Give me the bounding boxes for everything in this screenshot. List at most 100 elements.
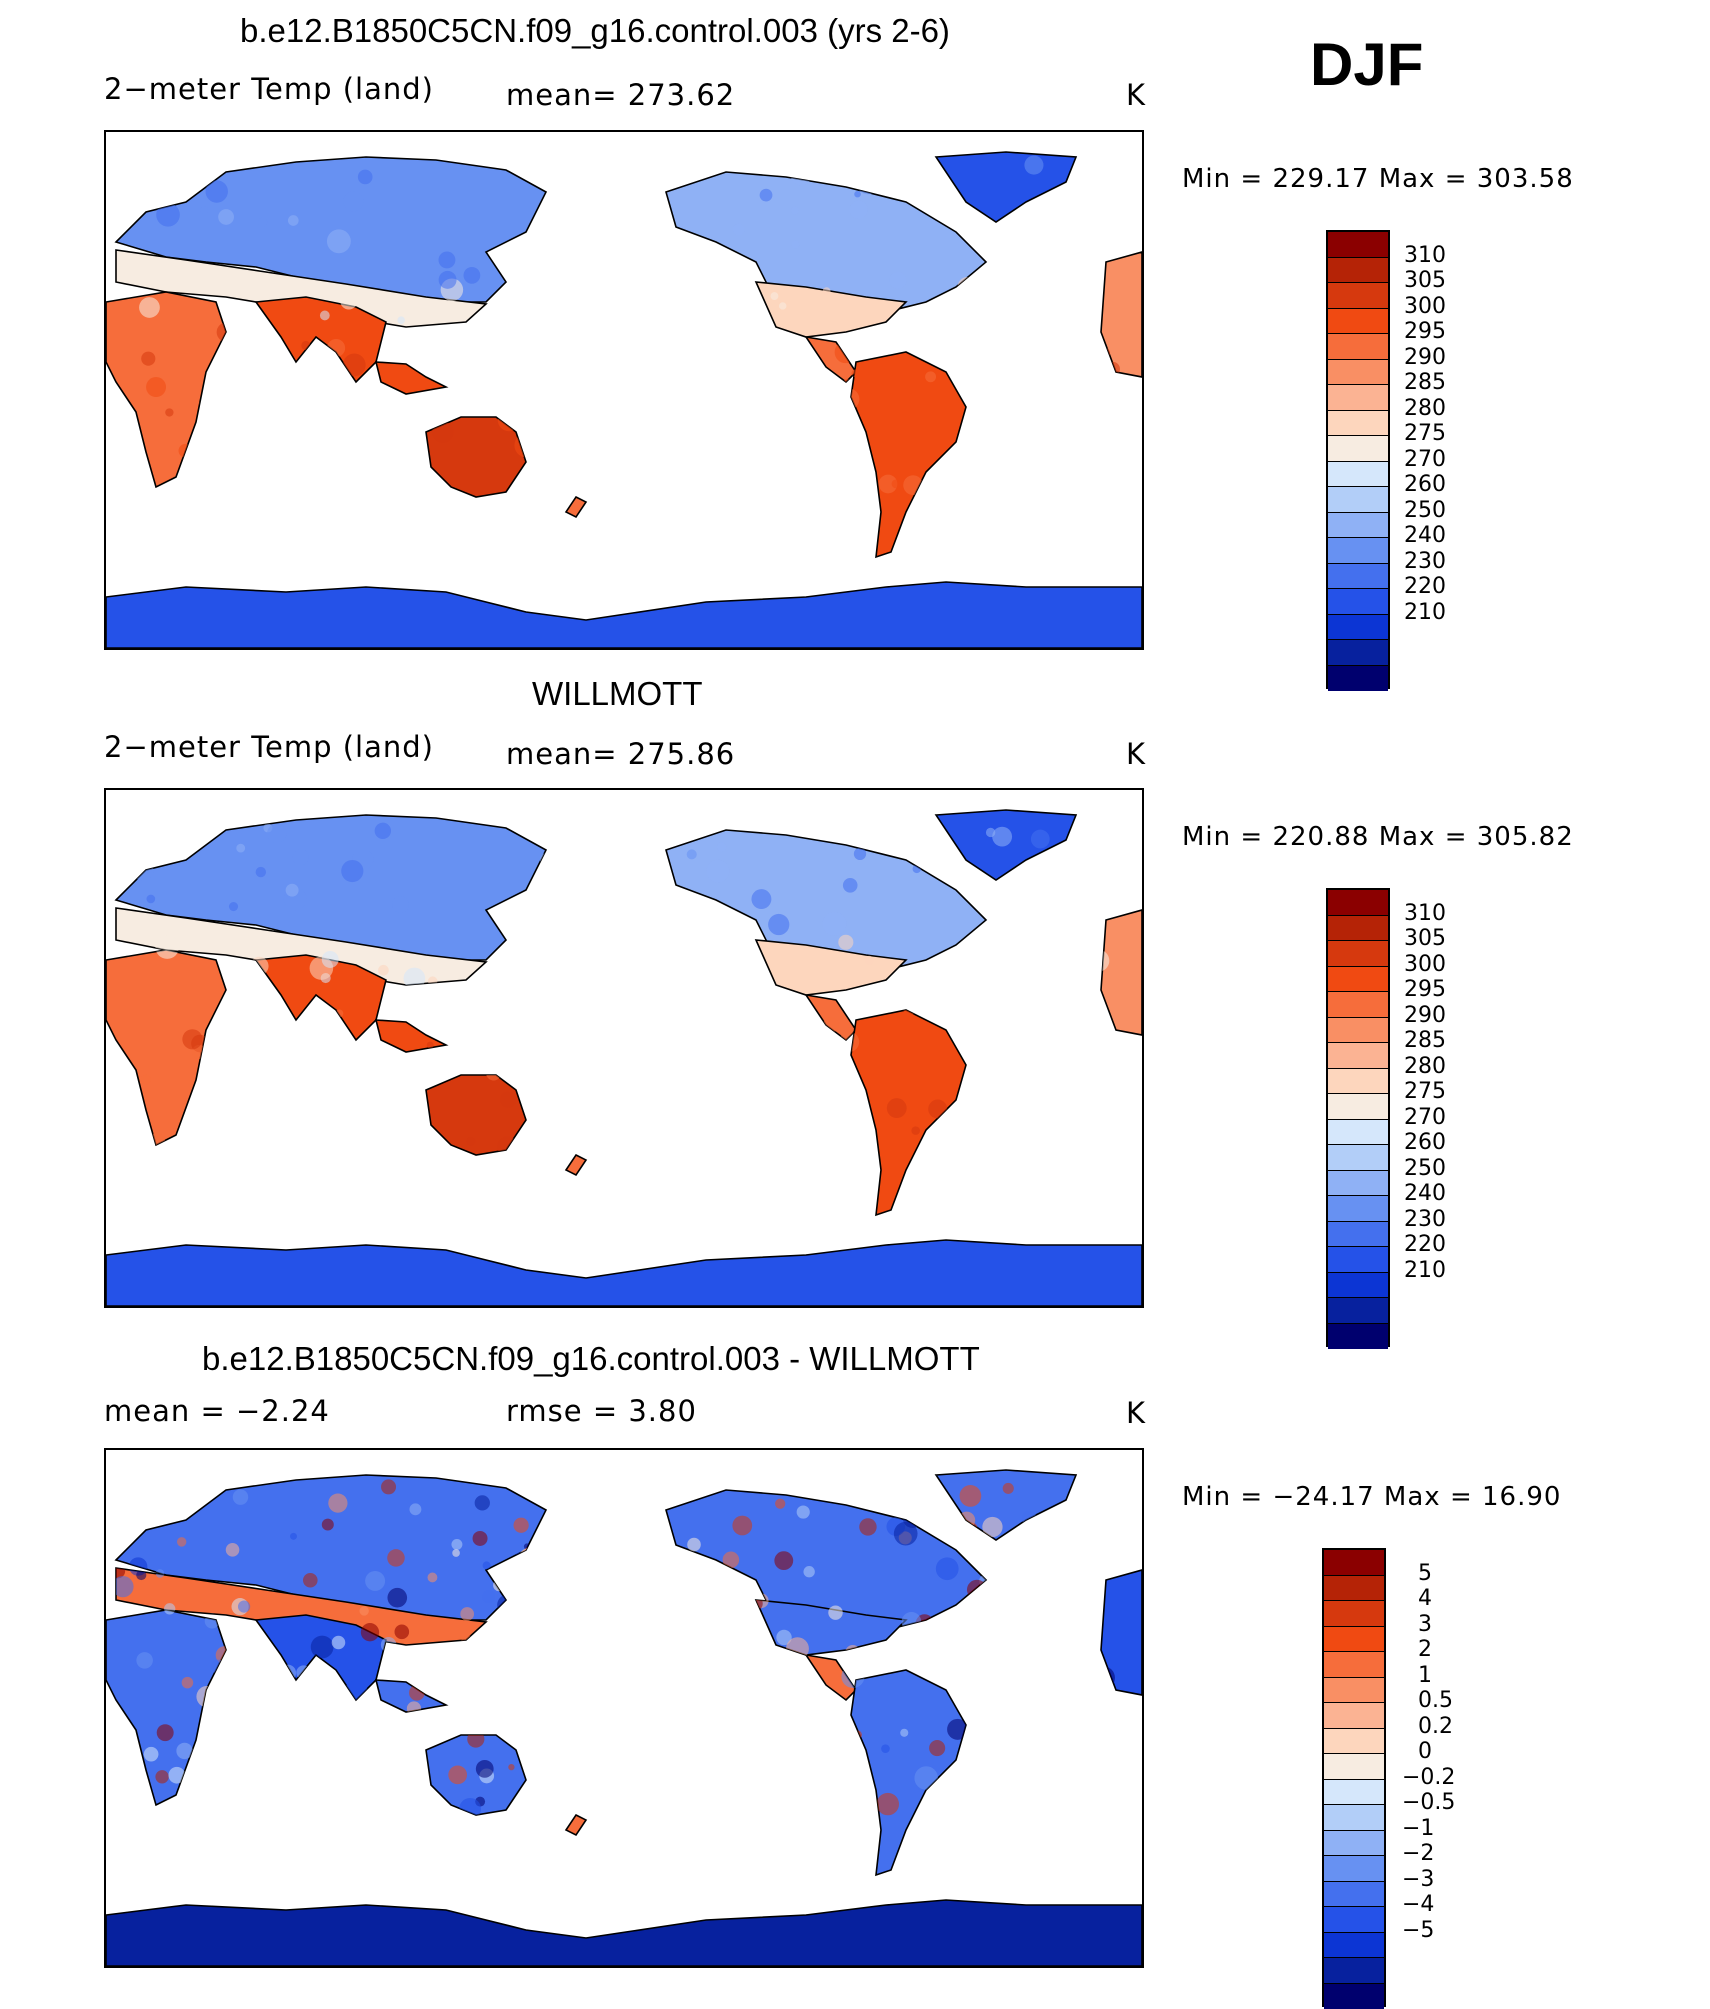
colorbar-swatch — [1328, 992, 1388, 1018]
panel-2-units-label: K — [1126, 737, 1146, 771]
colorbar-tick-label: −0.2 — [1402, 1767, 1455, 1789]
colorbar-tick-label: 250 — [1404, 500, 1446, 522]
colorbar-swatch — [1328, 283, 1388, 309]
panel-2-map — [104, 788, 1144, 1308]
colorbar-tick-label: 295 — [1404, 321, 1446, 343]
colorbar-swatch — [1328, 615, 1388, 641]
greenland-landmass — [936, 152, 1076, 222]
antarctica-landmass — [106, 582, 1142, 648]
new-zealand-landmass — [566, 1815, 586, 1835]
panel-3-map — [104, 1448, 1144, 1968]
colorbar-tick-label: 4 — [1418, 1588, 1432, 1610]
colorbar-swatch — [1324, 1984, 1384, 2009]
panel-3-min-max: Min = −24.17 Max = 16.90 — [1182, 1482, 1561, 1512]
colorbar-tick-label: 210 — [1404, 1260, 1446, 1282]
colorbar-tick-label: 290 — [1404, 347, 1446, 369]
central-america-landmass — [806, 337, 856, 382]
panel-1-map — [104, 130, 1144, 650]
indonesia-landmass — [376, 1020, 446, 1052]
panel-3-units-label: K — [1126, 1396, 1146, 1430]
colorbar-tick-label: 5 — [1418, 1563, 1432, 1585]
colorbar-swatch — [1328, 1145, 1388, 1171]
colorbar-tick-label: 285 — [1404, 372, 1446, 394]
colorbar-swatch — [1328, 1298, 1388, 1324]
colorbar-swatch — [1328, 309, 1388, 335]
colorbar-swatch — [1328, 1094, 1388, 1120]
colorbar-swatch — [1324, 1703, 1384, 1729]
colorbar-tick-label: 230 — [1404, 551, 1446, 573]
colorbar-swatch — [1328, 666, 1388, 692]
colorbar-swatch — [1328, 1018, 1388, 1044]
colorbar-swatch — [1328, 589, 1388, 615]
colorbar-swatch — [1328, 941, 1388, 967]
colorbar-tick-label: −1 — [1402, 1818, 1434, 1840]
south-america-landmass — [851, 1010, 966, 1215]
colorbar-tick-label: 310 — [1404, 903, 1446, 925]
australia-landmass — [426, 1075, 526, 1155]
colorbar-swatch — [1328, 1120, 1388, 1146]
panel-3-rmse-label: rmse = 3.80 — [506, 1394, 697, 1428]
panel-1-variable-label: 2−meter Temp (land) — [104, 72, 434, 106]
panel-3-title: b.e12.B1850C5CN.f09_g16.control.003 - WI… — [202, 1340, 980, 1378]
colorbar-swatch — [1324, 1805, 1384, 1831]
africa-east-edge-landmass — [1101, 252, 1142, 377]
colorbar-tick-label: 260 — [1404, 474, 1446, 496]
colorbar-swatch — [1328, 1324, 1388, 1350]
colorbar-swatch — [1328, 436, 1388, 462]
colorbar-tick-label: −0.5 — [1402, 1792, 1455, 1814]
colorbar-tick-label: −2 — [1402, 1843, 1434, 1865]
colorbar-tick-label: 300 — [1404, 296, 1446, 318]
colorbar-tick-label: 275 — [1404, 423, 1446, 445]
colorbar-swatch — [1324, 1627, 1384, 1653]
panel-1-mean-label: mean= 273.62 — [506, 78, 735, 112]
colorbar-tick-label: 220 — [1404, 576, 1446, 598]
new-zealand-landmass — [566, 497, 586, 517]
colorbar-swatch — [1324, 1601, 1384, 1627]
colorbar-swatch — [1324, 1729, 1384, 1755]
colorbar-swatch — [1324, 1678, 1384, 1704]
colorbar-swatch — [1324, 1754, 1384, 1780]
colorbar-swatch — [1328, 487, 1388, 513]
colorbar-tick-label: 230 — [1404, 1209, 1446, 1231]
colorbar-swatch — [1328, 564, 1388, 590]
colorbar-tick-label: 290 — [1404, 1005, 1446, 1027]
panel-1-colorbar — [1326, 230, 1390, 689]
panel-2-min-max: Min = 220.88 Max = 305.82 — [1182, 822, 1574, 852]
colorbar-tick-label: 310 — [1404, 245, 1446, 267]
colorbar-swatch — [1328, 232, 1388, 258]
panel-3-colorbar — [1322, 1548, 1386, 2007]
colorbar-tick-label: 260 — [1404, 1132, 1446, 1154]
map-texture — [111, 823, 1111, 1157]
colorbar-swatch — [1328, 360, 1388, 386]
central-america-landmass — [806, 1655, 856, 1700]
colorbar-tick-label: 240 — [1404, 525, 1446, 547]
colorbar-tick-label: 280 — [1404, 398, 1446, 420]
colorbar-swatch — [1328, 1196, 1388, 1222]
colorbar-swatch — [1328, 1069, 1388, 1095]
colorbar-swatch — [1328, 967, 1388, 993]
indonesia-landmass — [376, 362, 446, 394]
panel-1-min-max: Min = 229.17 Max = 303.58 — [1182, 164, 1574, 194]
colorbar-swatch — [1324, 1907, 1384, 1933]
panel-1-title: b.e12.B1850C5CN.f09_g16.control.003 (yrs… — [240, 12, 950, 50]
colorbar-tick-label: 240 — [1404, 1183, 1446, 1205]
colorbar-tick-label: 270 — [1404, 1107, 1446, 1129]
panel-2-title: WILLMOTT — [532, 675, 703, 713]
colorbar-tick-label: 0.5 — [1418, 1690, 1453, 1712]
colorbar-swatch — [1328, 640, 1388, 666]
colorbar-tick-label: 270 — [1404, 449, 1446, 471]
colorbar-swatch — [1328, 538, 1388, 564]
colorbar-swatch — [1328, 1273, 1388, 1299]
panel-3-mean-label: mean = −2.24 — [104, 1394, 330, 1428]
colorbar-tick-label: 210 — [1404, 602, 1446, 624]
colorbar-swatch — [1328, 462, 1388, 488]
colorbar-tick-label: −4 — [1402, 1894, 1434, 1916]
colorbar-swatch — [1324, 1831, 1384, 1857]
panel-2-mean-label: mean= 275.86 — [506, 737, 735, 771]
colorbar-tick-label: 275 — [1404, 1081, 1446, 1103]
colorbar-tick-label: 295 — [1404, 979, 1446, 1001]
panel-1-units-label: K — [1126, 78, 1146, 112]
colorbar-tick-label: 280 — [1404, 1056, 1446, 1078]
colorbar-swatch — [1324, 1933, 1384, 1959]
colorbar-tick-label: 305 — [1404, 270, 1446, 292]
